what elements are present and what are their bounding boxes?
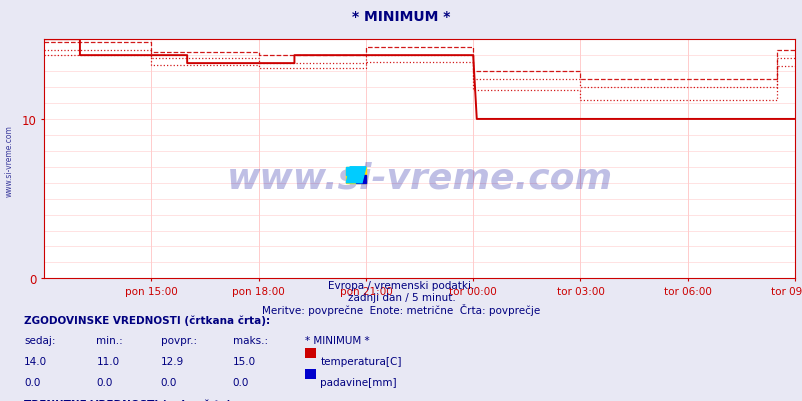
Text: www.si-vreme.com: www.si-vreme.com [5,125,14,196]
Text: TRENUTNE VREDNOSTI (polna črta):: TRENUTNE VREDNOSTI (polna črta): [24,398,235,401]
Text: Meritve: povprečne  Enote: metrične  Črta: povprečje: Meritve: povprečne Enote: metrične Črta:… [262,303,540,315]
Text: padavine[mm]: padavine[mm] [320,377,396,387]
Text: 0.0: 0.0 [160,377,176,387]
Text: * MINIMUM *: * MINIMUM * [305,336,369,346]
Text: povpr.:: povpr.: [160,336,196,346]
Text: 11.0: 11.0 [96,356,119,367]
Text: zadnji dan / 5 minut.: zadnji dan / 5 minut. [347,292,455,302]
Text: temperatura[C]: temperatura[C] [320,356,401,367]
Text: 14.0: 14.0 [24,356,47,367]
Text: * MINIMUM *: * MINIMUM * [352,10,450,24]
Text: min.:: min.: [96,336,123,346]
Bar [346,167,366,183]
Text: 0.0: 0.0 [96,377,112,387]
Bar [346,167,355,175]
Text: ZGODOVINSKE VREDNOSTI (črtkana črta):: ZGODOVINSKE VREDNOSTI (črtkana črta): [24,315,270,325]
Text: sedaj:: sedaj: [24,336,55,346]
Text: 15.0: 15.0 [233,356,256,367]
Text: www.si-vreme.com: www.si-vreme.com [226,162,612,195]
Text: 0.0: 0.0 [24,377,40,387]
Text: 0.0: 0.0 [233,377,249,387]
Polygon shape [346,167,366,183]
Text: 12.9: 12.9 [160,356,184,367]
Text: maks.:: maks.: [233,336,268,346]
Text: Evropa / vremenski podatki.: Evropa / vremenski podatki. [328,281,474,291]
Bar [355,175,366,183]
